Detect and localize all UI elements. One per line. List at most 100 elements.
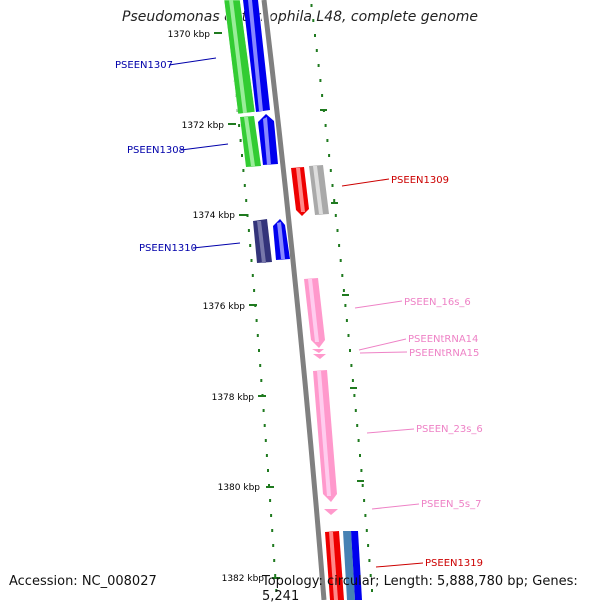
track-dot	[239, 139, 242, 142]
feature-label: PSEEN1309	[391, 175, 449, 186]
track-dot	[315, 49, 318, 52]
track-dot	[324, 124, 327, 127]
track-dot	[342, 289, 345, 292]
track-dot	[344, 304, 347, 307]
feature-label: PSEEN1307	[115, 60, 173, 71]
gene-blue-highlight	[263, 117, 271, 165]
track-dot	[317, 64, 320, 67]
feature-label: PSEEN_5s_7	[421, 499, 481, 510]
scale-label: 1378 kbp	[212, 393, 255, 403]
track-dot	[251, 274, 254, 277]
track-dot	[369, 574, 372, 577]
track-dot	[347, 334, 350, 337]
track-dot	[250, 259, 253, 262]
track-dot	[260, 379, 263, 382]
track-dot	[333, 199, 336, 202]
track-dot	[259, 364, 262, 367]
track-dot	[270, 514, 273, 517]
track-dot	[272, 544, 275, 547]
gene-blue	[351, 531, 362, 600]
track-dot	[331, 184, 334, 187]
scale-label: 1376 kbp	[203, 302, 246, 312]
track-dot	[364, 514, 367, 517]
track-dot	[363, 499, 366, 502]
track-dot	[326, 139, 329, 142]
track-dot	[368, 559, 371, 562]
track-dot	[329, 169, 332, 172]
track-dot	[275, 589, 278, 592]
track-dot	[336, 229, 339, 232]
track-dot	[249, 244, 252, 247]
outer-dotted-track	[310, 4, 373, 592]
track-dot	[274, 574, 277, 577]
feature-label: PSEEN_23s_6	[416, 424, 483, 435]
track-dot	[312, 19, 315, 22]
track-dot	[269, 499, 272, 502]
gene-red-highlight	[296, 168, 305, 212]
feature-label: PSEEN_16s_6	[404, 297, 471, 308]
track-dot	[242, 169, 245, 172]
track-dot	[258, 349, 260, 352]
gene-features	[223, 0, 362, 600]
track-dot	[255, 319, 258, 322]
track-dot	[338, 244, 341, 247]
outer-track-marks	[320, 109, 364, 482]
feature-label: PSEEN1308	[127, 145, 185, 156]
gene-pink-highlight	[317, 371, 331, 496]
scale-ticks	[214, 32, 280, 579]
gene-green-highlight	[229, 0, 247, 113]
label-leaders	[168, 57, 424, 568]
gene-red-highlight	[329, 532, 338, 600]
track-dot	[328, 154, 331, 157]
track-dot	[247, 229, 250, 232]
scale-label: 1380 kbp	[218, 483, 261, 493]
track-dot	[245, 199, 248, 202]
track-dot	[345, 319, 348, 322]
accession-text: Accession: NC_008027	[9, 574, 157, 589]
track-dot	[268, 484, 270, 487]
track-dot	[262, 409, 265, 412]
track-dot	[350, 364, 353, 367]
track-dot	[371, 589, 373, 592]
track-dot	[339, 259, 342, 262]
track-dot	[256, 334, 259, 337]
feature-label: PSEEN1319	[425, 558, 483, 569]
feature-label: PSEEN1310	[139, 243, 197, 254]
scale-label: 1370 kbp	[168, 30, 211, 40]
track-dot	[349, 349, 351, 352]
gene-pink	[312, 349, 324, 353]
gene-blue-highlight	[277, 222, 285, 259]
gene-pink	[324, 509, 338, 515]
map-title: Pseudomonas entomophila L48, complete ge…	[122, 9, 478, 25]
gene-pink	[313, 354, 326, 359]
track-dot	[341, 274, 344, 277]
feature-label: PSEENtRNA15	[409, 348, 479, 359]
track-dot	[321, 94, 324, 97]
track-dot	[360, 469, 363, 472]
feature-labels: PSEEN1307 PSEEN1308 PSEEN1309 PSEEN1310 …	[115, 60, 483, 569]
track-dot	[334, 214, 337, 217]
gene-navy-highlight	[257, 221, 266, 263]
scale-label: 1374 kbp	[193, 211, 236, 221]
track-dot	[356, 424, 359, 427]
track-dot	[241, 154, 243, 157]
track-dot	[265, 454, 268, 457]
track-dot	[314, 34, 316, 37]
track-dot	[246, 214, 249, 217]
track-dot	[263, 424, 266, 427]
track-dot	[351, 379, 354, 382]
track-dot	[253, 289, 256, 292]
track-dot	[353, 394, 356, 397]
scale-label: 1382 kbp	[222, 574, 265, 584]
track-dot	[361, 484, 364, 487]
track-dot	[354, 409, 357, 412]
track-dot	[238, 124, 241, 127]
track-dot	[264, 439, 267, 442]
track-dot	[359, 454, 361, 457]
gene-green-highlight	[244, 117, 255, 166]
track-dot	[243, 184, 246, 187]
gene-pink-highlight	[308, 279, 319, 342]
feature-label: PSEENtRNA14	[408, 334, 478, 345]
